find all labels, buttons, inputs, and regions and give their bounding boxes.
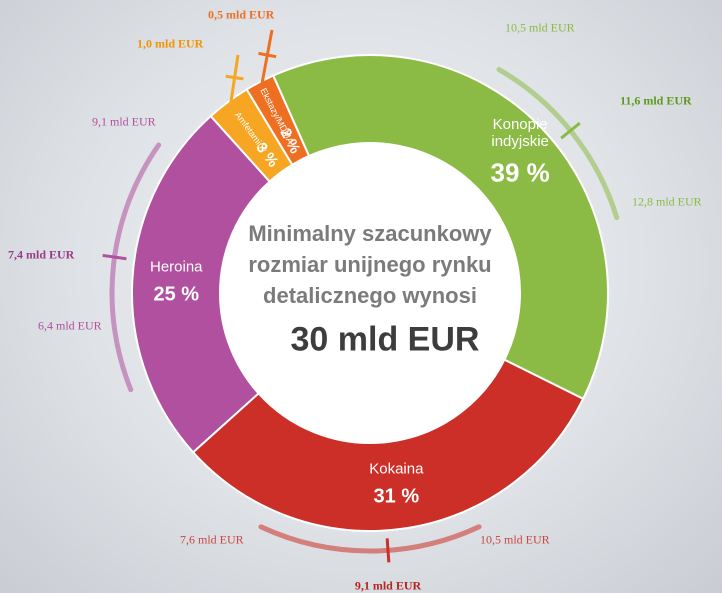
estimate-high: 10,5 mld EUR xyxy=(480,532,550,547)
estimate-leader xyxy=(260,29,274,86)
segment-label: Konopie indyjskie xyxy=(491,115,549,151)
segment xyxy=(271,54,609,401)
center-value: 30 mld EUR xyxy=(290,320,480,359)
segment xyxy=(245,74,311,167)
estimate-tick xyxy=(225,74,244,81)
estimate-high: 12,8 mld EUR xyxy=(632,194,702,209)
donut-hole xyxy=(220,143,520,443)
estimate-mid: 7,4 mld EUR xyxy=(8,247,75,262)
range-arc xyxy=(496,67,620,221)
segment xyxy=(131,114,272,454)
range-arc xyxy=(109,142,162,393)
segment-label: Heroina xyxy=(150,258,203,276)
estimate-low: 6,4 mld EUR xyxy=(38,318,102,333)
estimate-mid: 9,1 mld EUR xyxy=(354,578,422,593)
range-tick xyxy=(385,538,391,563)
estimate-mid: 0,5 mld EUR xyxy=(208,7,275,22)
range-tick xyxy=(102,253,127,261)
estimate-low: 10,5 mld EUR xyxy=(505,20,575,35)
estimate-leader xyxy=(228,54,240,106)
estimate-mid: 1,0 mld EUR xyxy=(137,36,204,51)
estimate-high: 9,1 mld EUR xyxy=(92,114,156,129)
estimate-tick xyxy=(258,51,277,59)
estimate-low: 7,6 mld EUR xyxy=(180,532,244,547)
segment-value: 31 % xyxy=(373,485,420,508)
segment-label: Kokaina xyxy=(369,460,424,478)
segment-value: 25 % xyxy=(153,283,200,306)
segment-value: 39 % xyxy=(490,157,550,188)
estimate-mid: 11,6 mld EUR xyxy=(620,93,692,108)
center-text: Minimalny szacunkowy rozmiar unijnego ry… xyxy=(248,220,492,308)
range-tick xyxy=(560,121,581,140)
segment xyxy=(191,358,585,532)
range-arc xyxy=(258,524,482,554)
